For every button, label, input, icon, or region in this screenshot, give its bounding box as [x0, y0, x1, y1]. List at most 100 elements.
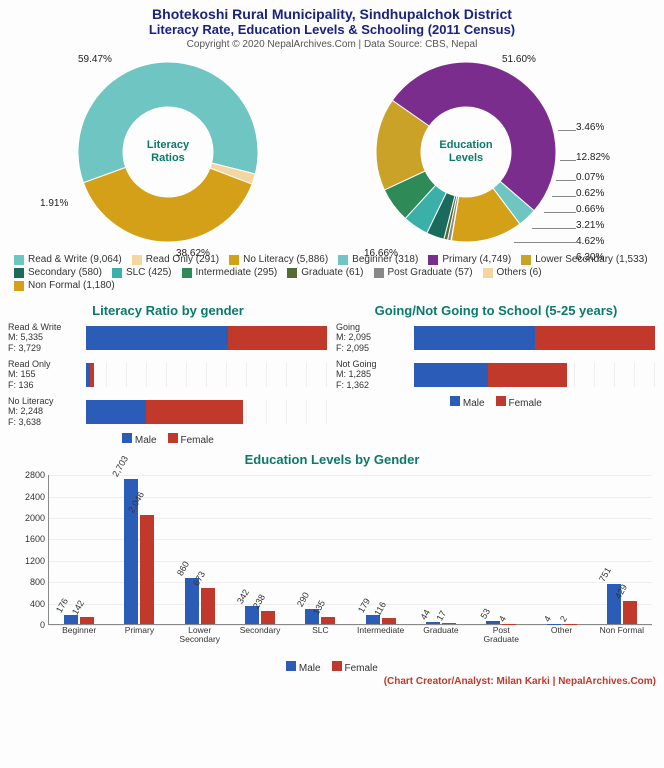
legend-label: Secondary (580) [28, 267, 102, 278]
male-swatch [450, 396, 460, 406]
legend-label: SLC (425) [126, 267, 172, 278]
hbar-row: GoingM: 2,095F: 2,095 [336, 322, 656, 353]
vbar-group: 179 116 Intermediate [355, 615, 407, 625]
vbar-group: 2,703 2,046 Primary [113, 479, 165, 624]
male-label: Male [135, 435, 157, 446]
vbar-ytick: 2400 [11, 492, 45, 502]
education-gender-title: Education Levels by Gender [8, 452, 656, 467]
legend-item: Post Graduate (57) [374, 267, 473, 278]
legend-swatch [287, 268, 297, 278]
legend-label: Non Formal (1,180) [28, 280, 115, 291]
hbar-track [86, 363, 328, 387]
vbar-xlabel: Other [535, 624, 587, 635]
female-swatch [496, 396, 506, 406]
vbar-group: 176 142 Beginner [53, 615, 105, 624]
donut-pct-label: 51.60% [502, 54, 536, 65]
vbar-xlabel: Non Formal [596, 624, 648, 635]
donut-pct-label: 1.91% [40, 198, 68, 209]
hbar-row: Not GoingM: 1,285F: 1,362 [336, 359, 656, 390]
hbar-row: No LiteracyM: 2,248F: 3,638 [8, 396, 328, 427]
vbar-group: 860 673 Lower Secondary [174, 578, 226, 624]
legend-item: SLC (425) [112, 267, 172, 278]
female-label: Female [181, 435, 214, 446]
hbar-label: Read & WriteM: 5,335F: 3,729 [8, 322, 86, 353]
legend-swatch [14, 268, 24, 278]
hbar-track [86, 400, 328, 424]
donuts-row: LiteracyRatios 59.47%1.91%38.62% Educati… [8, 52, 656, 252]
legend-swatch [14, 281, 24, 291]
hbar-row: Read & WriteM: 5,335F: 3,729 [8, 322, 328, 353]
legend-item: Others (6) [483, 267, 542, 278]
vbar-xlabel: Secondary [234, 624, 286, 635]
legend-item: Non Formal (1,180) [14, 280, 115, 291]
legend-label: Intermediate (295) [196, 267, 278, 278]
donut-pct-label: 16.66% [364, 248, 398, 259]
hbar-female-seg [90, 363, 94, 387]
vbar-ytick: 400 [11, 599, 45, 609]
education-donut: EducationLevels 51.60%3.46%12.82%0.07%0.… [366, 52, 566, 252]
vbar-female: 673 [201, 588, 215, 624]
vbar-ytick: 0 [11, 620, 45, 630]
legend-swatch [229, 255, 239, 265]
literacy-by-gender: Literacy Ratio by gender Read & WriteM: … [8, 297, 328, 446]
vbar-ytick: 800 [11, 577, 45, 587]
gender-legend-3: Male Female [8, 661, 656, 674]
donut-pct-label: 4.62% [576, 236, 604, 247]
hbar-male-seg [414, 326, 535, 350]
hbar-label: GoingM: 2,095F: 2,095 [336, 322, 414, 353]
hbar-male-seg [86, 400, 146, 424]
vbar-ytick: 1600 [11, 534, 45, 544]
legend-label: Graduate (61) [301, 267, 363, 278]
legend-label: Read & Write (9,064) [28, 254, 122, 265]
donut-pct-label: 0.07% [576, 172, 604, 183]
combined-legend: Read & Write (9,064)Read Only (291)No Li… [8, 252, 656, 297]
vbar-female: 238 [261, 611, 275, 624]
vbar-group: 290 135 SLC [294, 609, 346, 625]
vbar-female: 135 [321, 617, 335, 624]
vbar-xlabel: Lower Secondary [174, 624, 226, 644]
hbar-female-seg [535, 326, 656, 350]
donut-slice [83, 167, 252, 242]
vbar-value: 860 [175, 560, 192, 579]
legend-swatch [521, 255, 531, 265]
donut-pct-label: 59.47% [78, 54, 112, 65]
copyright-line: Copyright © 2020 NepalArchives.Com | Dat… [8, 39, 656, 50]
hbar-row: Read OnlyM: 155F: 136 [8, 359, 328, 390]
legend-item: Graduate (61) [287, 267, 363, 278]
donut-pct-label: 3.46% [576, 122, 604, 133]
hbar-male-seg [414, 363, 488, 387]
hbar-female-seg [228, 326, 327, 350]
literacy-donut-col: LiteracyRatios 59.47%1.91%38.62% [8, 52, 328, 252]
hbar-label: No LiteracyM: 2,248F: 3,638 [8, 396, 86, 427]
hbar-track [414, 363, 656, 387]
legend-swatch [14, 255, 24, 265]
male-swatch [122, 433, 132, 443]
legend-swatch [428, 255, 438, 265]
vbar-female: 2,046 [140, 515, 154, 625]
hbar-track [86, 326, 328, 350]
hbar-row: Literacy Ratio by gender Read & WriteM: … [8, 297, 656, 446]
gender-legend-1: Male Female [8, 433, 328, 446]
hbar-label: Not GoingM: 1,285F: 1,362 [336, 359, 414, 390]
literacy-gender-chart: Read & WriteM: 5,335F: 3,729 Read OnlyM:… [8, 322, 328, 427]
vbar-value: 44 [418, 608, 433, 622]
vbar-group: 53 4 Post Graduate [475, 621, 527, 624]
vbar-gridline [49, 475, 652, 476]
education-donut-col: EducationLevels 51.60%3.46%12.82%0.07%0.… [336, 52, 656, 252]
hbar-track [414, 326, 656, 350]
male-swatch [286, 661, 296, 671]
donut-pct-label: 38.62% [176, 248, 210, 259]
female-label: Female [345, 663, 378, 674]
credit-line: (Chart Creator/Analyst: Milan Karki | Ne… [8, 676, 656, 687]
vbar-value: 179 [356, 596, 373, 615]
vbar-ytick: 2000 [11, 513, 45, 523]
female-label: Female [509, 398, 542, 409]
legend-swatch [112, 268, 122, 278]
literacy-donut: LiteracyRatios 59.47%1.91%38.62% [68, 52, 268, 252]
title-line-1: Bhotekoshi Rural Municipality, Sindhupal… [8, 6, 656, 22]
donut-pct-label: 0.62% [576, 188, 604, 199]
legend-swatch [374, 268, 384, 278]
vbar-ytick: 1200 [11, 556, 45, 566]
vbar-xlabel: Graduate [415, 624, 467, 635]
schooling-title: Going/Not Going to School (5-25 years) [336, 303, 656, 318]
